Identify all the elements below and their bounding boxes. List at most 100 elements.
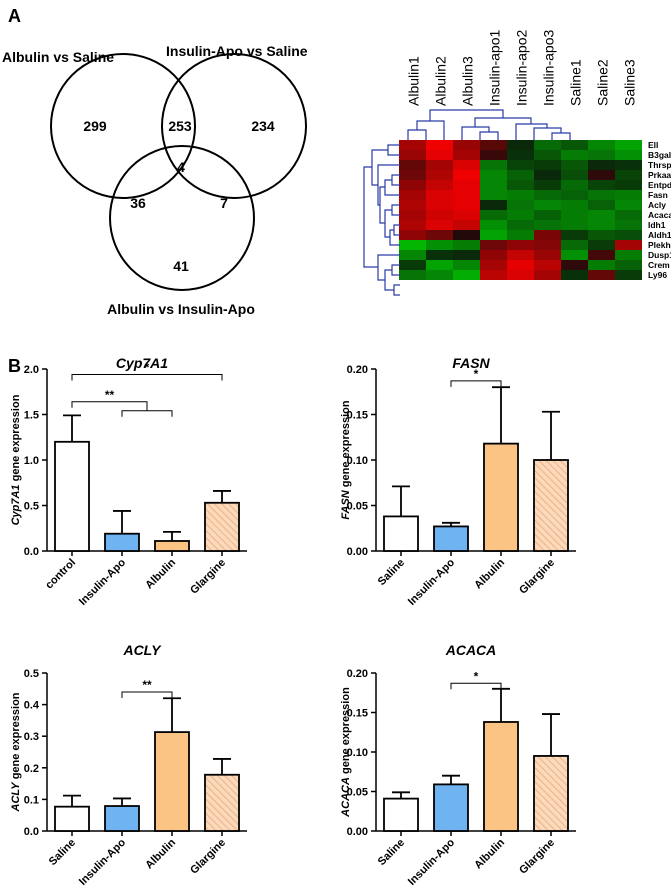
heatmap-cell xyxy=(453,170,480,180)
heatmap-cell xyxy=(615,150,642,160)
heatmap-row-label: Thrsp xyxy=(648,160,671,170)
heatmap-cell xyxy=(507,160,534,170)
significance-bracket xyxy=(450,380,502,387)
y-tick-label: 0.05 xyxy=(347,787,368,799)
bar xyxy=(533,459,569,552)
heatmap-cell xyxy=(588,270,615,280)
heatmap-cell xyxy=(399,210,426,220)
heatmap-cell xyxy=(561,180,588,190)
venn-count-c-only: 41 xyxy=(173,258,189,274)
heatmap-cell xyxy=(426,190,453,200)
heatmap-cell xyxy=(615,240,642,250)
y-tick-label: 0.4 xyxy=(24,700,40,712)
heatmap-cell xyxy=(453,140,480,150)
heatmap-cell xyxy=(453,180,480,190)
chart-title: Cyp7A1 xyxy=(116,355,168,371)
heatmap-cell xyxy=(399,190,426,200)
venn-circle-albulin-vs-saline xyxy=(50,53,196,199)
y-tick-label: 0.5 xyxy=(24,501,39,513)
heatmap-cell xyxy=(426,230,453,240)
y-tick-label: 0.00 xyxy=(347,826,368,838)
heatmap-column-label: Albulin3 xyxy=(460,56,476,106)
heatmap-cell xyxy=(426,220,453,230)
heatmap-cell xyxy=(615,200,642,210)
bar xyxy=(533,755,569,832)
heatmap-cell xyxy=(399,240,426,250)
bar-chart-cyp7a1: Cyp7A1 Cyp7A1 gene expression 0.0 0.5 1.0 1.5… xyxy=(10,355,247,608)
heatmap-cell xyxy=(480,210,507,220)
x-tick-label: Albulin xyxy=(472,836,507,871)
y-tick-label: 0.15 xyxy=(347,410,368,422)
heatmap-cell xyxy=(453,260,480,270)
heatmap-cell xyxy=(399,180,426,190)
heatmap-cell xyxy=(561,240,588,250)
heatmap-row-dendrogram xyxy=(363,144,400,296)
y-tick-label: 0.0 xyxy=(24,546,39,558)
heatmap-column-label: Saline1 xyxy=(568,59,584,106)
heatmap-cell xyxy=(534,270,561,280)
venn-set-label-a: Albulin vs Saline xyxy=(2,49,114,65)
heatmap-row-label: Acly xyxy=(648,200,666,210)
significance-bracket-group xyxy=(121,410,173,417)
heatmap-cell xyxy=(426,170,453,180)
chart-title: ACACA xyxy=(445,642,497,658)
heatmap-cell xyxy=(561,170,588,180)
y-tick-label: 1.5 xyxy=(24,410,39,422)
x-tick-label: Saline xyxy=(376,557,407,588)
significance-label: ** xyxy=(105,388,115,402)
bar xyxy=(154,731,190,832)
y-tick-label: 0.10 xyxy=(347,747,368,759)
x-tick-label: Insulin-Apo xyxy=(77,556,128,607)
heatmap-cell xyxy=(534,190,561,200)
significance-bracket xyxy=(71,401,148,411)
significance-bracket xyxy=(450,682,502,690)
heatmap-cell xyxy=(561,190,588,200)
heatmap-cell xyxy=(534,150,561,160)
significance-bracket xyxy=(121,691,173,698)
heatmap-cell xyxy=(480,160,507,170)
heatmap-cell xyxy=(534,140,561,150)
venn-circle-albulin-vs-insulin-apo xyxy=(109,145,255,291)
bar-charts: Cyp7A1 Cyp7A1 gene expression 0.0 0.5 1.0 1.5… xyxy=(10,355,576,888)
heatmap-row-label: Crem xyxy=(648,260,670,270)
y-tick-label: 0.20 xyxy=(347,668,368,680)
y-axis-label: Cyp7A1 gene expression xyxy=(10,394,22,525)
significance-label: * xyxy=(474,669,479,683)
bar xyxy=(104,805,140,832)
heatmap-column-dendrogram xyxy=(407,109,571,140)
y-tick-label: 1.0 xyxy=(24,455,39,467)
heatmap-cell xyxy=(534,170,561,180)
heatmap-cell xyxy=(534,220,561,230)
heatmap-cell xyxy=(588,150,615,160)
heatmap-cell xyxy=(534,160,561,170)
x-tick-label: Insulin-Apo xyxy=(406,556,457,607)
heatmap-row-label: Prkaa2 xyxy=(648,170,671,180)
heatmap-cell xyxy=(399,200,426,210)
heatmap-cell xyxy=(453,200,480,210)
heatmap-cell xyxy=(426,200,453,210)
bar xyxy=(483,721,519,832)
heatmap-cell xyxy=(561,220,588,230)
y-tick-label: 0.3 xyxy=(24,731,39,743)
heatmap-cell xyxy=(426,210,453,220)
y-tick-label: 0.10 xyxy=(347,455,368,467)
heatmap-cell xyxy=(588,250,615,260)
heatmap-cell xyxy=(480,230,507,240)
heatmap-cell xyxy=(615,250,642,260)
y-tick-label: 0.00 xyxy=(347,546,368,558)
venn-set-label-c: Albulin vs Insulin-Apo xyxy=(107,301,255,317)
heatmap-column-label: Insulin-apo3 xyxy=(541,30,557,106)
heatmap-cell xyxy=(588,200,615,210)
heatmap-cell xyxy=(615,260,642,270)
heatmap-cell xyxy=(453,220,480,230)
bar-chart-acaca: ACACA ACACA gene expression 0.00 0.05 0.10 0.… xyxy=(340,642,576,888)
chart-title: ACLY xyxy=(122,642,162,658)
heatmap-cell xyxy=(534,230,561,240)
heatmap-cell xyxy=(399,160,426,170)
heatmap-cells xyxy=(399,140,642,280)
significance-label: * xyxy=(474,367,479,381)
venn-count-bc: 7 xyxy=(220,195,228,211)
y-tick-label: 0.20 xyxy=(347,364,368,376)
heatmap-cell xyxy=(534,250,561,260)
heatmap-cell xyxy=(399,150,426,160)
